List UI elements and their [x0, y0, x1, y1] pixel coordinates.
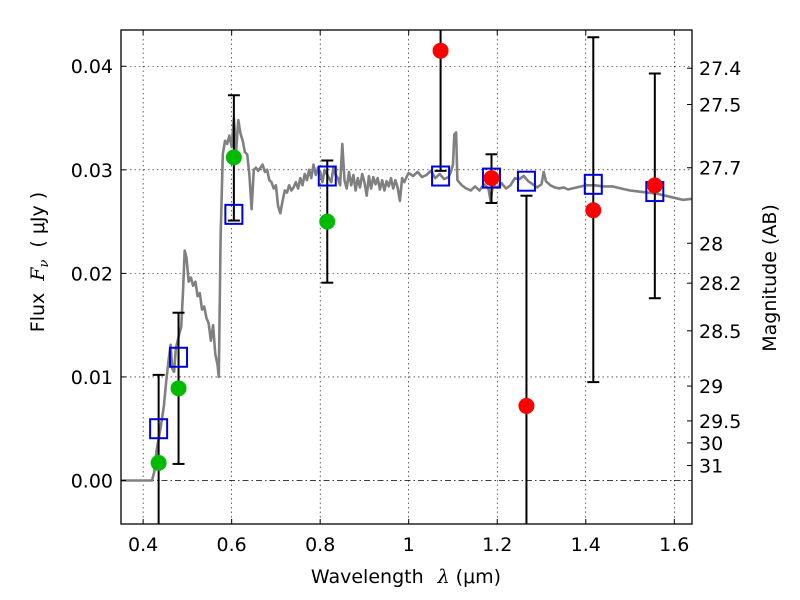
y-tick-label: 0.01	[71, 367, 113, 389]
y2-tick-label: 28	[699, 233, 723, 255]
model-square-marker	[583, 173, 603, 195]
y2-tick-label: 31	[699, 456, 723, 478]
y2-axis-label: Magnitude (AB)	[759, 204, 781, 352]
x-tick-label: 1.4	[571, 534, 601, 556]
x-axis: 0.4 0.6 0.8 1 1.2 1.4 1.6	[128, 30, 689, 556]
y2-tick-label: 27.7	[699, 158, 741, 180]
model-square-marker	[224, 203, 244, 225]
nondetection-point	[585, 202, 602, 219]
y-tick-label: 0.00	[71, 471, 113, 493]
nondetection-point	[483, 170, 500, 187]
y2-tick-label: 27.5	[699, 94, 741, 116]
model-square-marker	[431, 165, 451, 187]
model-square-marker	[169, 346, 189, 368]
x-tick-label: 1.6	[659, 534, 689, 556]
nondetection-point	[432, 42, 449, 59]
detection-point	[319, 213, 336, 230]
y-tick-label: 0.04	[71, 56, 113, 78]
y2-tick-label: 29	[699, 376, 723, 398]
grid	[121, 30, 692, 524]
model-square-marker	[516, 170, 536, 192]
plot-area	[121, 30, 692, 524]
y-axis: 0.00 0.01 0.02 0.03 0.04	[71, 56, 126, 493]
plot-frame	[120, 29, 693, 525]
x-tick-label: 0.4	[128, 534, 158, 556]
y2-tick-label: 28.2	[699, 273, 741, 295]
y2-tick-label: 30	[699, 433, 723, 455]
markers	[149, 42, 665, 471]
model-square-marker	[481, 167, 501, 189]
y-tick-label: 0.02	[71, 263, 113, 285]
y-axis-label: FluxFν( μJy )	[27, 192, 52, 332]
x-tick-label: 1.2	[482, 534, 512, 556]
y2-tick-label: 27.4	[699, 58, 741, 80]
x-axis-label: Wavelength λ (μm)	[311, 566, 501, 588]
spectrum-series	[121, 116, 692, 482]
detection-point	[225, 149, 242, 166]
model-square-marker	[317, 165, 337, 187]
nondetection-point	[518, 397, 535, 414]
y-tick-label: 0.03	[71, 160, 113, 182]
y2-tick-label: 28.5	[699, 321, 741, 343]
x-tick-label: 0.8	[305, 534, 335, 556]
detection-point	[150, 454, 167, 471]
spectrum-line	[121, 116, 692, 482]
nondetection-point	[646, 177, 663, 194]
x-tick-label: 0.6	[217, 534, 247, 556]
y2-tick-label: 29.5	[699, 411, 741, 433]
model-square-marker	[149, 418, 169, 440]
detection-point	[170, 380, 187, 397]
x-tick-label: 1	[403, 534, 415, 556]
